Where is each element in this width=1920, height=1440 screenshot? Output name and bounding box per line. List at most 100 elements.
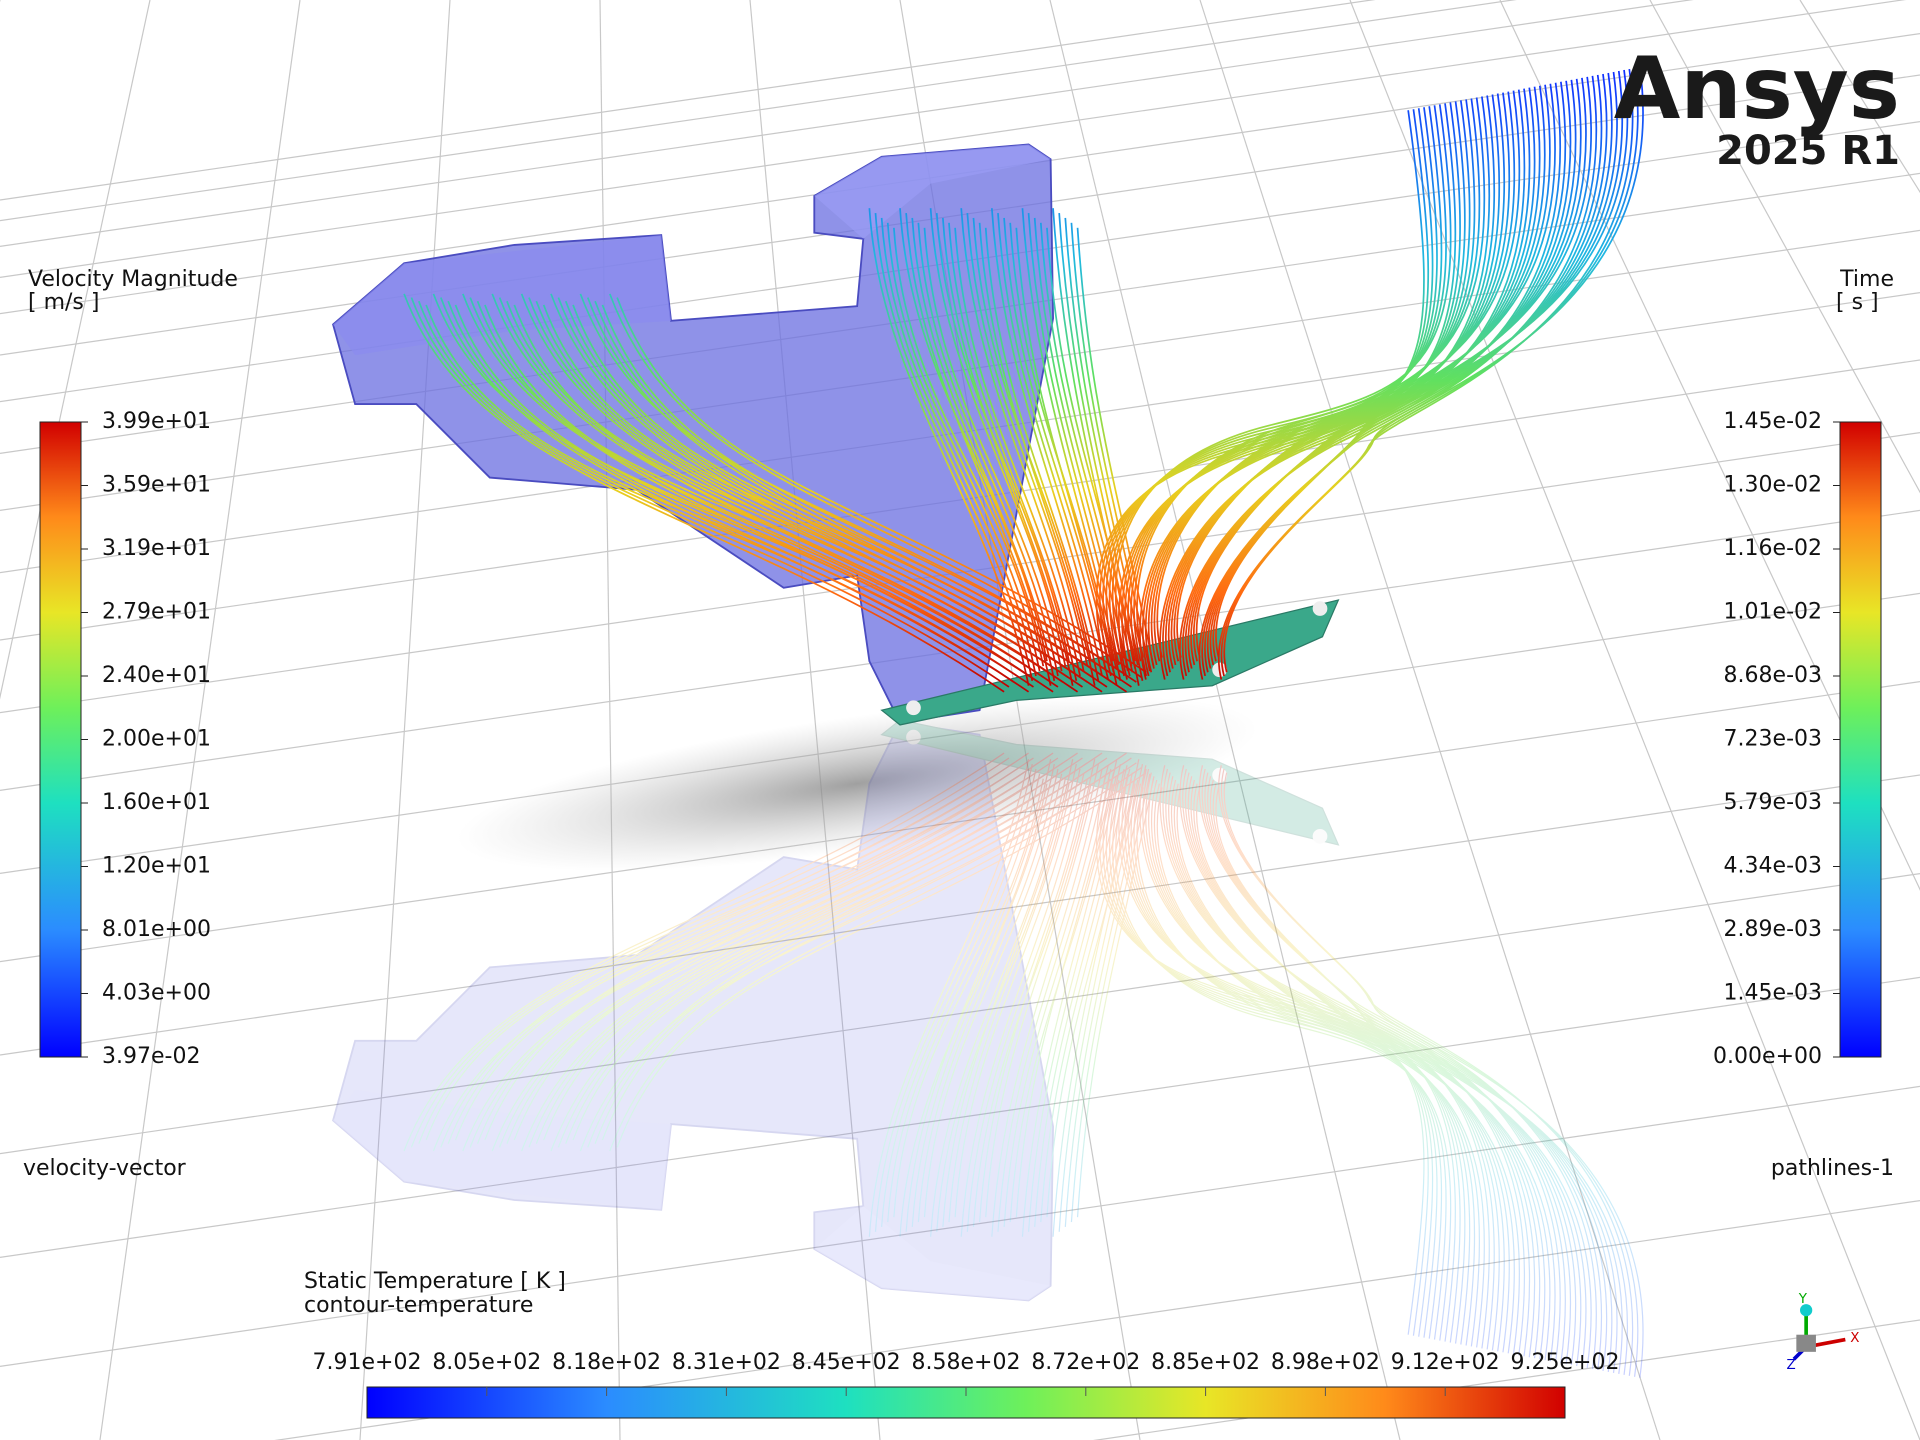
shadow [456, 696, 1258, 871]
pathline [1220, 768, 1639, 1377]
pathline [1204, 73, 1608, 673]
grid-line [0, 774, 1920, 1056]
grid-line [0, 873, 1920, 1155]
pathlines [403, 66, 1644, 693]
grid-line [1092, 1319, 1920, 1440]
pathline [911, 763, 1055, 1227]
pathline [469, 772, 1049, 1148]
pathline [491, 762, 1064, 1152]
pathline [923, 227, 1063, 672]
pathline [1039, 222, 1133, 667]
pathline [1027, 768, 1125, 1232]
colorbar-label: 2.79e+01 [102, 600, 211, 625]
pathline [447, 757, 1034, 1144]
bolt-hole [906, 729, 921, 745]
pathline [1215, 787, 1628, 1375]
colorbar-label: 3.97e-02 [102, 1044, 200, 1069]
inlet-flange [814, 1206, 1051, 1301]
pathline [1111, 105, 1447, 662]
pathline [874, 763, 1033, 1232]
pathline [978, 759, 1096, 1223]
pathline [1181, 81, 1567, 677]
pathline [608, 293, 1142, 678]
pathline [1165, 772, 1536, 1358]
colorbar-label: 2.89e-03 [1724, 917, 1822, 942]
pathline [917, 768, 1059, 1223]
colorbar-label: 7.23e-03 [1724, 727, 1822, 752]
pathline [1199, 765, 1597, 1370]
pathline [513, 304, 1079, 693]
pathline [1170, 779, 1546, 1360]
colorbar-label: 1.16e-02 [1724, 536, 1822, 561]
pathline [1218, 765, 1633, 1376]
pathline [868, 208, 1030, 686]
pathline [1058, 213, 1144, 681]
pathline [440, 297, 1030, 693]
colorbar-label: 8.85e+02 [1151, 1350, 1260, 1375]
pathline [1009, 222, 1114, 662]
pathline [1064, 768, 1147, 1227]
pathline [1076, 778, 1155, 1218]
pathline [966, 213, 1089, 667]
colorbar-label: 7.91e+02 [313, 1350, 422, 1375]
pathline [1052, 759, 1140, 1237]
pathline [880, 217, 1037, 677]
pathline [1187, 776, 1577, 1366]
pathline [997, 773, 1107, 1232]
pathline [960, 208, 1085, 672]
colorbar-label: 8.58e+02 [912, 1350, 1021, 1375]
pathline [601, 762, 1137, 1141]
pathline [1176, 787, 1556, 1362]
grid-line [0, 0, 1517, 222]
pathline [886, 222, 1041, 672]
pathline [1021, 763, 1122, 1237]
pathline [557, 297, 1108, 688]
triad-x: X [1850, 1331, 1859, 1346]
pathline [1064, 217, 1147, 677]
grid-line [0, 1085, 1920, 1367]
pathline [1136, 97, 1486, 658]
pathline [462, 293, 1044, 678]
pathline [1139, 765, 1490, 1349]
legend-object: contour-temperature [304, 1293, 533, 1318]
pathline [513, 752, 1078, 1141]
pathline [954, 227, 1081, 677]
pathline [1156, 787, 1520, 1355]
pathline [1027, 213, 1125, 677]
pathline [1076, 227, 1155, 667]
pathline [462, 767, 1044, 1152]
pathline [1034, 773, 1129, 1227]
pathline [550, 752, 1103, 1152]
pathline [410, 757, 1010, 1148]
pathline [1193, 783, 1587, 1368]
pathline [1184, 772, 1572, 1365]
pathline [1156, 90, 1521, 658]
pathline [1182, 768, 1566, 1364]
colorbar-label: 3.19e+01 [102, 536, 211, 561]
colorbar-label: 4.03e+00 [102, 981, 211, 1006]
pathline [960, 773, 1085, 1237]
grid-line [749, 0, 881, 1440]
reflection [332, 719, 1644, 1378]
pathline [476, 752, 1054, 1144]
grid-line [0, 0, 1376, 201]
pathline [1003, 778, 1110, 1227]
pathline [550, 293, 1103, 693]
pathline [484, 757, 1059, 1141]
pathline [1151, 779, 1510, 1353]
pathline [1033, 217, 1129, 672]
pathline [1021, 208, 1122, 681]
colorbar-label: 8.72e+02 [1031, 1350, 1140, 1375]
legend-unit: [ m/s ] [28, 290, 99, 315]
pathline [990, 208, 1103, 677]
pathline [1196, 787, 1592, 1369]
pathline [1201, 74, 1603, 677]
pathline [1112, 783, 1447, 1340]
pathline [432, 293, 1025, 673]
colorbar-label: 9.12e+02 [1391, 1350, 1500, 1375]
legend-title: Time [1839, 267, 1894, 292]
pathline [616, 297, 1147, 673]
pathline [948, 763, 1077, 1223]
colorbar-label: 2.40e+01 [102, 663, 211, 688]
pathline [425, 767, 1020, 1141]
